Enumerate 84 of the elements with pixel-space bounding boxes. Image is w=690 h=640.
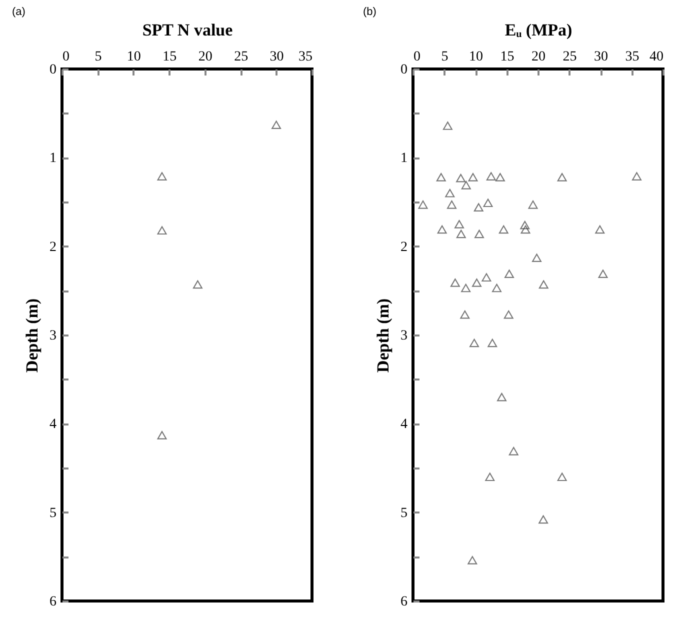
point bbox=[454, 220, 464, 228]
x-axis-title: Eᵤ (MPa) bbox=[504, 20, 572, 40]
point bbox=[418, 200, 428, 209]
x-axis-title: SPT N value bbox=[142, 20, 234, 40]
y-tick-label: 5 bbox=[400, 506, 408, 521]
y-tick-label: 6 bbox=[50, 594, 56, 610]
y-tick-label: 4 bbox=[50, 417, 56, 432]
point bbox=[157, 172, 167, 180]
point bbox=[192, 280, 202, 289]
x-tick-label: 10 bbox=[126, 50, 141, 64]
point bbox=[447, 200, 456, 209]
x-tick-label: 35 bbox=[298, 50, 312, 64]
point bbox=[557, 472, 567, 482]
y-tick-label: 3 bbox=[400, 328, 408, 344]
point bbox=[472, 278, 482, 287]
point bbox=[456, 174, 466, 182]
y-axis-title: Depth (m) bbox=[22, 298, 42, 373]
point bbox=[468, 173, 478, 182]
point bbox=[520, 225, 530, 234]
x-tick-label: 15 bbox=[162, 50, 177, 64]
y-tick-label: 2 bbox=[400, 240, 408, 255]
point bbox=[532, 254, 542, 262]
point bbox=[483, 198, 493, 208]
y-tick-label: 2 bbox=[50, 240, 56, 255]
x-tick-label: 5 bbox=[441, 50, 448, 64]
point bbox=[461, 284, 471, 292]
point bbox=[445, 188, 455, 198]
point bbox=[557, 173, 567, 182]
x-tick-label: 35 bbox=[625, 50, 640, 64]
point bbox=[492, 284, 502, 292]
x-tick-label: 25 bbox=[562, 50, 577, 64]
x-tick-label: 0 bbox=[62, 50, 70, 64]
x-tick-label: 30 bbox=[270, 50, 284, 64]
x-tick-label: 5 bbox=[94, 50, 102, 64]
point bbox=[450, 278, 460, 287]
y-axis-title: Depth (m) bbox=[374, 298, 392, 373]
y-tick-label: 3 bbox=[50, 328, 56, 344]
point bbox=[474, 203, 484, 212]
point bbox=[442, 122, 452, 130]
point bbox=[538, 280, 548, 289]
point bbox=[528, 200, 538, 209]
point bbox=[436, 173, 446, 182]
point bbox=[595, 225, 605, 234]
x-tick-label: 15 bbox=[500, 50, 514, 64]
point bbox=[437, 225, 447, 234]
chart-title: (b) bbox=[363, 6, 376, 18]
point bbox=[468, 556, 478, 564]
point bbox=[460, 310, 470, 319]
point bbox=[488, 338, 498, 348]
y-tick-label: 6 bbox=[400, 594, 408, 610]
point bbox=[272, 120, 282, 130]
chart-title: (a) bbox=[12, 6, 26, 18]
point bbox=[538, 515, 548, 524]
x-tick-label: 25 bbox=[234, 50, 248, 64]
point bbox=[598, 270, 608, 278]
point bbox=[504, 310, 514, 319]
point bbox=[486, 172, 496, 180]
x-tick-label: 20 bbox=[532, 50, 546, 64]
y-tick-label: 1 bbox=[50, 151, 56, 166]
y-tick-label: 0 bbox=[400, 62, 408, 78]
x-tick-label: 0 bbox=[414, 50, 420, 64]
point bbox=[632, 172, 642, 180]
x-tick-label: 40 bbox=[650, 50, 664, 64]
point bbox=[461, 180, 471, 190]
point bbox=[495, 173, 505, 182]
point bbox=[520, 220, 530, 230]
point bbox=[485, 472, 495, 482]
x-tick-label: 30 bbox=[594, 50, 608, 64]
point bbox=[504, 270, 514, 278]
point bbox=[497, 392, 506, 402]
y-tick-label: 1 bbox=[400, 151, 408, 166]
point bbox=[470, 338, 479, 348]
y-tick-label: 5 bbox=[50, 506, 56, 521]
point bbox=[157, 226, 167, 235]
x-tick-label: 10 bbox=[469, 50, 483, 64]
point bbox=[474, 230, 484, 238]
point bbox=[482, 273, 492, 282]
point bbox=[498, 225, 508, 234]
y-tick-label: 0 bbox=[50, 62, 56, 78]
x-tick-label: 20 bbox=[198, 50, 212, 64]
y-tick-label: 4 bbox=[400, 417, 408, 432]
point bbox=[157, 431, 167, 440]
point bbox=[508, 446, 518, 456]
point bbox=[456, 230, 466, 238]
